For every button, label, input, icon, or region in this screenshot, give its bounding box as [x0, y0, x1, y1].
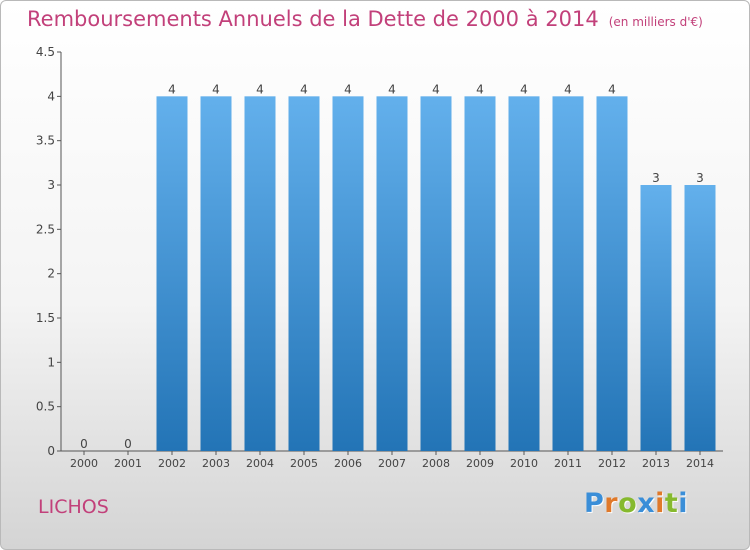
bar-value-label: 4 [564, 82, 572, 96]
logo-letter: x [637, 488, 656, 519]
logo-letter: P [584, 488, 605, 519]
logo-letter: t [664, 488, 679, 519]
bar [508, 96, 540, 451]
bar-value-label: 4 [300, 82, 308, 96]
x-tick-label: 2009 [466, 457, 494, 470]
bar-value-label: 0 [124, 437, 132, 451]
y-tick-label: 4.5 [36, 45, 55, 59]
x-tick-label: 2013 [642, 457, 670, 470]
x-tick-label: 2002 [158, 457, 186, 470]
bar [596, 96, 628, 451]
logo-letter: o [618, 488, 638, 519]
bar-value-label: 4 [212, 82, 220, 96]
proxiti-logo[interactable]: Proxiti [584, 488, 688, 519]
y-tick-label: 4 [47, 89, 55, 103]
value-labels-group: 0 0 4 4 4 4 4 4 4 4 4 4 4 3 3 [80, 82, 704, 451]
x-tick-label: 2007 [378, 457, 406, 470]
x-axis: 2000 2001 2002 2003 2004 2005 2006 2007 2008 2009… [61, 450, 723, 470]
place-name: LICHOS [38, 496, 109, 518]
bars-group [156, 96, 716, 451]
bar-value-label: 4 [344, 82, 352, 96]
x-tick-label: 2003 [202, 457, 230, 470]
y-tick-label: 3 [47, 178, 55, 192]
bar [376, 96, 408, 451]
bar-value-label: 4 [608, 82, 616, 96]
x-tick-label: 2008 [422, 457, 450, 470]
bar-value-label: 4 [520, 82, 528, 96]
bar-value-label: 4 [256, 82, 264, 96]
y-tick-label: 0 [47, 444, 55, 458]
x-tick-label: 2010 [510, 457, 538, 470]
bar-value-label: 0 [80, 437, 88, 451]
x-tick-label: 2000 [70, 457, 98, 470]
logo-letter: i [655, 488, 665, 519]
bar [464, 96, 496, 451]
y-tick-label: 2 [47, 267, 55, 281]
bar [288, 96, 320, 451]
bar [552, 96, 584, 451]
chart-title: Remboursements Annuels de la Dette de 20… [27, 7, 703, 31]
bar-value-label: 4 [168, 82, 176, 96]
logo-letter: i [678, 488, 689, 519]
y-tick-label: 0.5 [36, 400, 55, 414]
x-tick-label: 2006 [334, 457, 362, 470]
y-tick-label: 1 [47, 355, 55, 369]
y-tick-label: 1.5 [36, 311, 55, 325]
bar-value-label: 3 [652, 171, 660, 185]
x-tick-label: 2001 [114, 457, 142, 470]
bar [200, 96, 232, 451]
bar-value-label: 4 [388, 82, 396, 96]
bar [244, 96, 276, 451]
bar-value-label: 3 [696, 171, 704, 185]
y-tick-label: 3.5 [36, 134, 55, 148]
x-tick-label: 2011 [554, 457, 582, 470]
x-tick-label: 2014 [686, 457, 714, 470]
x-tick-label: 2005 [290, 457, 318, 470]
logo-letter: r [604, 488, 619, 519]
x-tick-label: 2012 [598, 457, 626, 470]
bar [332, 96, 364, 451]
bar-value-label: 4 [476, 82, 484, 96]
chart-title-text: Remboursements Annuels de la Dette de 20… [27, 7, 599, 31]
y-axis: 0 0.5 1 1.5 2 2.5 3 3.5 4 4.5 [36, 45, 62, 458]
bar [640, 185, 672, 451]
bar [156, 96, 188, 451]
chart-subtitle: (en milliers d'€) [608, 15, 703, 29]
y-tick-label: 2.5 [36, 222, 55, 236]
bar [684, 185, 716, 451]
bar [420, 96, 452, 451]
bar-value-label: 4 [432, 82, 440, 96]
x-tick-label: 2004 [246, 457, 274, 470]
